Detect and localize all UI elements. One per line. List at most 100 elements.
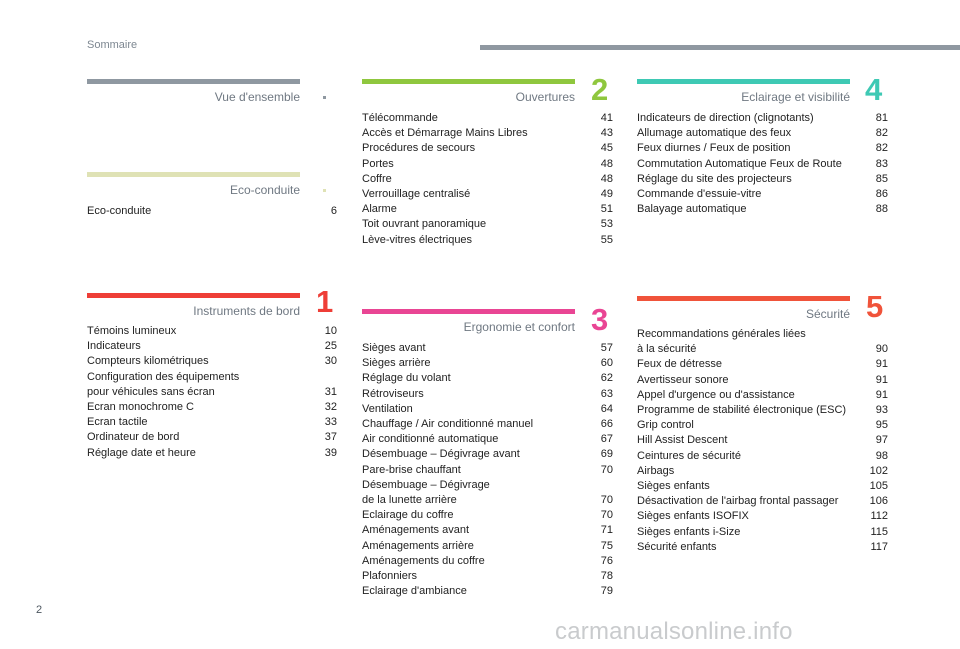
toc-entry-page: 33	[324, 416, 337, 429]
section-marker	[323, 189, 326, 192]
toc-entry[interactable]: Programme de stabilité électronique (ESC…	[637, 403, 888, 418]
toc-entry-page: 25	[324, 340, 337, 353]
toc-entry[interactable]: Lève-vitres électriques 55	[362, 233, 613, 248]
toc-entry[interactable]: Allumage automatique des feux 82	[637, 126, 888, 141]
toc-entry[interactable]: Chauffage / Air conditionné manuel 66	[362, 417, 613, 432]
toc-entry[interactable]: Ecran tactile 33	[87, 415, 337, 430]
toc-entry-label: Désactivation de l'airbag frontal passag…	[637, 495, 839, 508]
toc-entry-label: Ventilation	[362, 402, 413, 415]
toc-entry-page: 69	[600, 448, 613, 461]
toc-entry[interactable]: Rétroviseurs 63	[362, 387, 613, 402]
toc-entry[interactable]: Grip control 95	[637, 418, 888, 433]
toc-entry-page: 70	[600, 494, 613, 507]
section-title[interactable]: Ergonomie et confort	[463, 320, 575, 334]
toc-entry[interactable]: Indicateurs 25	[87, 339, 337, 354]
toc-entry[interactable]: Pare-brise chauffant 70	[362, 463, 613, 478]
toc-entry[interactable]: Commande d'essuie-vitre 86	[637, 187, 888, 202]
toc-entry[interactable]: Plafonniers 78	[362, 569, 613, 584]
toc-entry-page: 48	[600, 157, 613, 170]
toc-entry[interactable]: Témoins lumineux 10	[87, 324, 337, 339]
toc-entry[interactable]: Eclairage d'ambiance 79	[362, 584, 613, 599]
toc-entry[interactable]: Hill Assist Descent 97	[637, 433, 888, 448]
toc-entry[interactable]: Commutation Automatique Feux de Route 83	[637, 157, 888, 172]
toc-entry-label: Verrouillage centralisé	[362, 188, 471, 201]
toc-entry-label: Avertisseur sonore	[637, 373, 729, 386]
toc-entry-page: 30	[324, 355, 337, 368]
toc-entry-label: Coffre	[362, 172, 392, 185]
toc-entry[interactable]: Alarme 51	[362, 202, 613, 217]
toc-entry-page: 64	[600, 402, 613, 415]
toc-entry[interactable]: Air conditionné automatique 67	[362, 432, 613, 447]
page-number: 2	[36, 604, 43, 616]
toc-entry-label: Ceintures de sécurité	[637, 449, 741, 462]
toc-entry-label: Feux diurnes / Feux de position	[637, 142, 791, 155]
toc-entry[interactable]: Feux de détresse 91	[637, 357, 888, 372]
toc-entry[interactable]: Sièges arrière 60	[362, 356, 613, 371]
section-title[interactable]: Instruments de bord	[193, 304, 300, 318]
toc-entry-label: Hill Assist Descent	[637, 434, 728, 447]
toc-entry[interactable]: Aménagements du coffre 76	[362, 554, 613, 569]
section-number: 2	[591, 72, 609, 107]
toc-entry[interactable]: Compteurs kilométriques 30	[87, 354, 337, 369]
toc-entry[interactable]: Désembuage – Dégivrage de la lunette arr…	[362, 478, 613, 508]
toc-entry[interactable]: Balayage automatique 88	[637, 202, 888, 217]
toc-entry[interactable]: Réglage du volant 62	[362, 371, 613, 386]
toc-entry[interactable]: Réglage du site des projecteurs 85	[637, 172, 888, 187]
section-title[interactable]: Vue d'ensemble	[214, 90, 300, 104]
toc-entry[interactable]: Ordinateur de bord 37	[87, 430, 337, 445]
toc-list-eclairage-visibilite: Indicateurs de direction (clignotants) 81…	[637, 111, 888, 217]
toc-entry[interactable]: Verrouillage centralisé 49	[362, 187, 613, 202]
toc-entry[interactable]: Accès et Démarrage Mains Libres 43	[362, 126, 613, 141]
toc-entry[interactable]: Airbags 102	[637, 464, 888, 479]
toc-entry[interactable]: Procédures de secours 45	[362, 141, 613, 156]
toc-entry-label: Lève-vitres électriques	[362, 233, 473, 246]
toc-entry[interactable]: Eclairage du coffre 70	[362, 508, 613, 523]
toc-entry-label: Désembuage – Dégivrage avant	[362, 448, 520, 461]
toc-entry[interactable]: Sièges enfants ISOFIX 112	[637, 509, 888, 524]
section-marker	[323, 96, 326, 99]
toc-entry[interactable]: Sièges avant 57	[362, 341, 613, 356]
toc-entry[interactable]: Appel d'urgence ou d'assistance 91	[637, 388, 888, 403]
toc-entry[interactable]: Désembuage – Dégivrage avant 69	[362, 447, 613, 462]
toc-entry[interactable]: Ventilation 64	[362, 402, 613, 417]
toc-entry[interactable]: Eco-conduite 6	[87, 204, 337, 219]
toc-entry[interactable]: Ceintures de sécurité 98	[637, 449, 888, 464]
toc-entry-page: 48	[600, 172, 613, 185]
toc-entry[interactable]: Portes 48	[362, 157, 613, 172]
toc-entry[interactable]: Avertisseur sonore 91	[637, 373, 888, 388]
toc-entry[interactable]: Désactivation de l'airbag frontal passag…	[637, 494, 888, 509]
toc-entry-label: Sièges enfants i-Size	[637, 525, 741, 538]
toc-entry-page: 70	[600, 509, 613, 522]
section-title[interactable]: Eco-conduite	[229, 183, 300, 197]
toc-entry[interactable]: Feux diurnes / Feux de position 82	[637, 141, 888, 156]
toc-entry-page: 70	[600, 463, 613, 476]
toc-entry[interactable]: Aménagements arrière 75	[362, 539, 613, 554]
toc-entry-page: 112	[870, 510, 888, 523]
toc-entry[interactable]: Coffre 48	[362, 172, 613, 187]
toc-entry-label: Aménagements avant	[362, 524, 470, 537]
toc-entry[interactable]: Configuration des équipements pour véhic…	[87, 370, 337, 400]
section-color-bar	[87, 293, 300, 298]
toc-entry[interactable]: Ecran monochrome C 32	[87, 400, 337, 415]
toc-entry[interactable]: Réglage date et heure 39	[87, 446, 337, 461]
toc-entry-label: Procédures de secours	[362, 142, 476, 155]
toc-entry-page: 45	[600, 142, 613, 155]
toc-entry[interactable]: Sièges enfants i-Size 115	[637, 525, 888, 540]
section-title[interactable]: Eclairage et visibilité	[741, 90, 850, 104]
toc-entry-label: Indicateurs	[87, 340, 141, 353]
section-color-bar	[87, 79, 300, 84]
toc-entry[interactable]: Télécommande 41	[362, 111, 613, 126]
section-number: 5	[866, 289, 884, 324]
toc-entry[interactable]: Aménagements avant 71	[362, 523, 613, 538]
toc-entry[interactable]: Sécurité enfants 117	[637, 540, 888, 555]
toc-entry[interactable]: Toit ouvrant panoramique 53	[362, 217, 613, 232]
toc-entry-label: Témoins lumineux	[87, 325, 177, 337]
section-title[interactable]: Sécurité	[805, 307, 850, 321]
toc-entry-label: Télécommande	[362, 112, 438, 124]
section-title[interactable]: Ouvertures	[515, 90, 575, 104]
toc-entry[interactable]: Recommandations générales liées à la séc…	[637, 327, 888, 357]
toc-entry[interactable]: Sièges enfants 105	[637, 479, 888, 494]
toc-entry-page: 37	[324, 431, 337, 444]
toc-entry[interactable]: Indicateurs de direction (clignotants) 81	[637, 111, 888, 126]
toc-entry-label: Feux de détresse	[637, 358, 722, 371]
